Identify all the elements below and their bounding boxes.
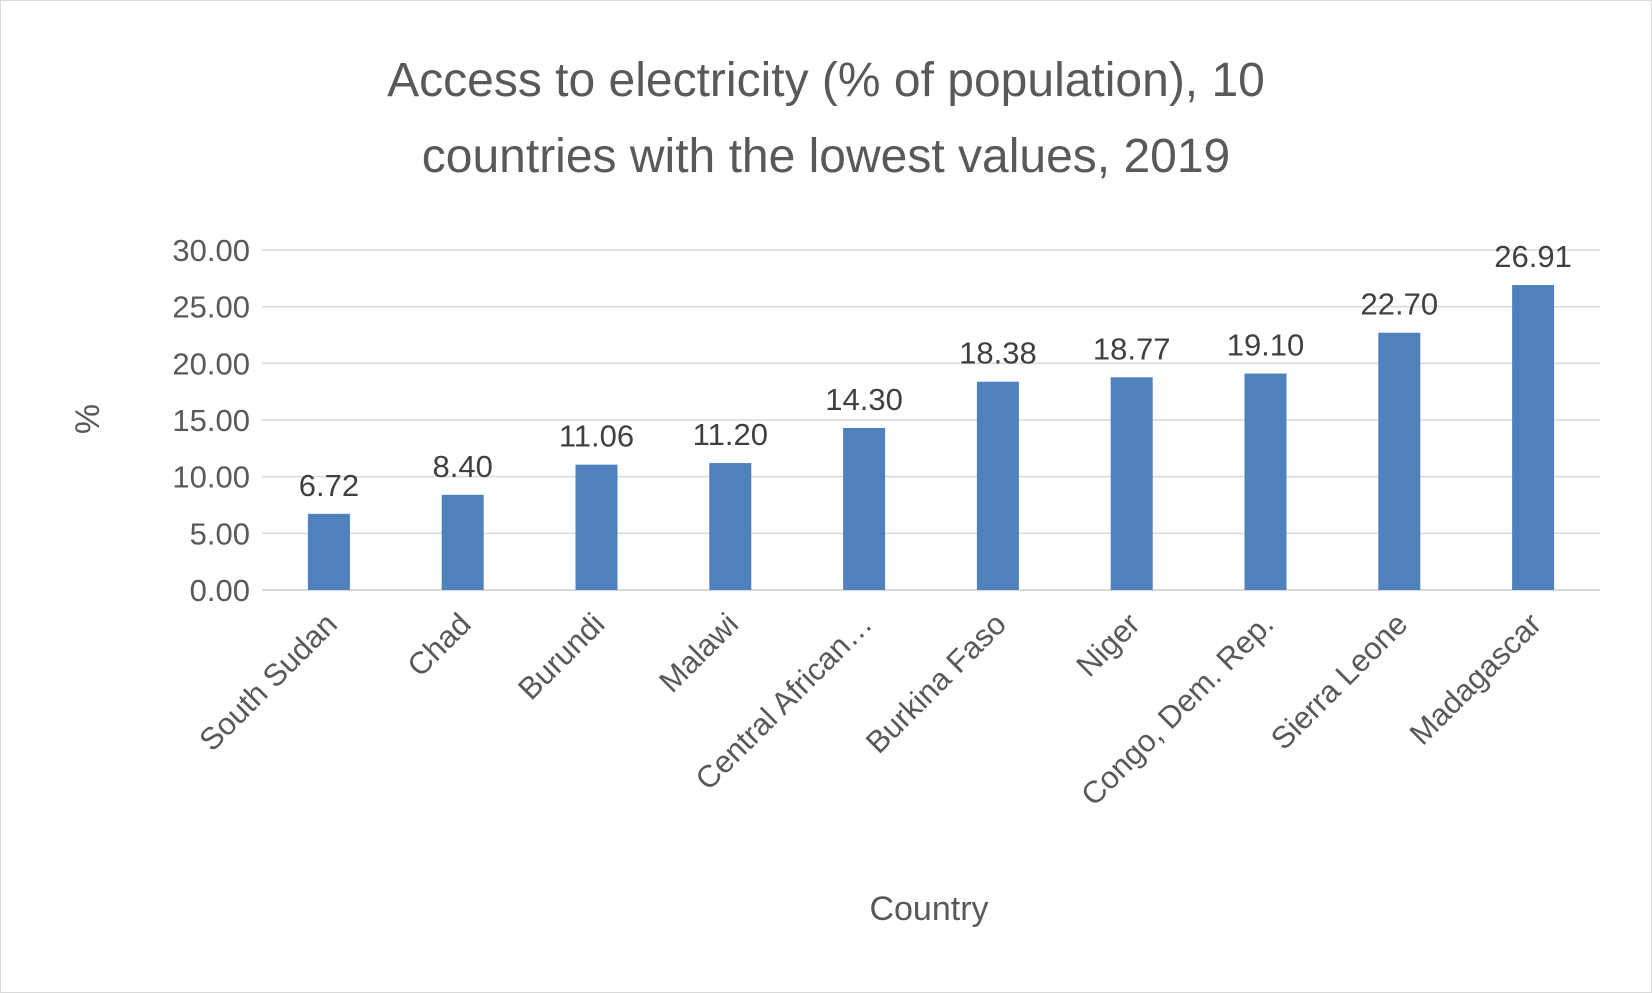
y-axis-title: % — [69, 404, 107, 434]
y-tick-label: 5.00 — [190, 516, 250, 551]
x-category-label: South Sudan — [192, 606, 344, 758]
bar — [441, 494, 484, 590]
data-label: 8.40 — [433, 449, 493, 484]
bar — [1244, 373, 1287, 590]
data-label: 26.91 — [1494, 239, 1572, 274]
bar — [307, 513, 350, 590]
data-label: 11.06 — [559, 419, 634, 454]
data-label: 18.38 — [959, 336, 1037, 371]
x-category-label: Chad — [400, 606, 477, 683]
y-tick-label: 10.00 — [172, 460, 250, 495]
data-label: 14.30 — [825, 382, 903, 417]
chart-title-line-1: Access to electricity (% of population),… — [387, 54, 1265, 107]
chart-title-line-2: countries with the lowest values, 2019 — [422, 130, 1230, 183]
y-axis-ticks: 0.00 5.00 10.00 15.00 20.00 25.00 30.00 — [172, 233, 250, 608]
y-tick-label: 25.00 — [172, 290, 250, 325]
data-label: 19.10 — [1227, 328, 1305, 363]
y-tick-label: 20.00 — [172, 346, 250, 381]
x-category-label: Burundi — [511, 606, 611, 706]
x-category-label: Burkina Faso — [859, 606, 1013, 760]
bar — [976, 381, 1019, 590]
bar — [1512, 285, 1555, 590]
bar — [1110, 377, 1153, 590]
x-category-label: Niger — [1070, 606, 1147, 683]
bar — [709, 463, 752, 590]
data-label: 6.72 — [299, 468, 359, 503]
y-tick-label: 30.00 — [172, 233, 250, 268]
x-category-label: Sierra Leone — [1264, 606, 1414, 756]
x-axis-title: Country — [869, 890, 988, 928]
y-tick-label: 0.00 — [190, 573, 250, 608]
bar — [575, 464, 618, 590]
data-labels: 6.72 8.40 11.06 11.20 14.30 18.38 18.77 19.10 22… — [299, 239, 1572, 503]
y-tick-label: 15.00 — [172, 403, 250, 438]
gridlines — [262, 249, 1600, 591]
x-category-label: Madagascar — [1403, 606, 1548, 751]
data-label: 18.77 — [1093, 331, 1171, 366]
bar — [1378, 332, 1421, 590]
data-label: 11.20 — [693, 417, 768, 452]
data-label: 22.70 — [1361, 287, 1439, 322]
bar — [843, 427, 886, 590]
x-category-label: Malawi — [652, 606, 745, 699]
bars — [307, 285, 1555, 590]
